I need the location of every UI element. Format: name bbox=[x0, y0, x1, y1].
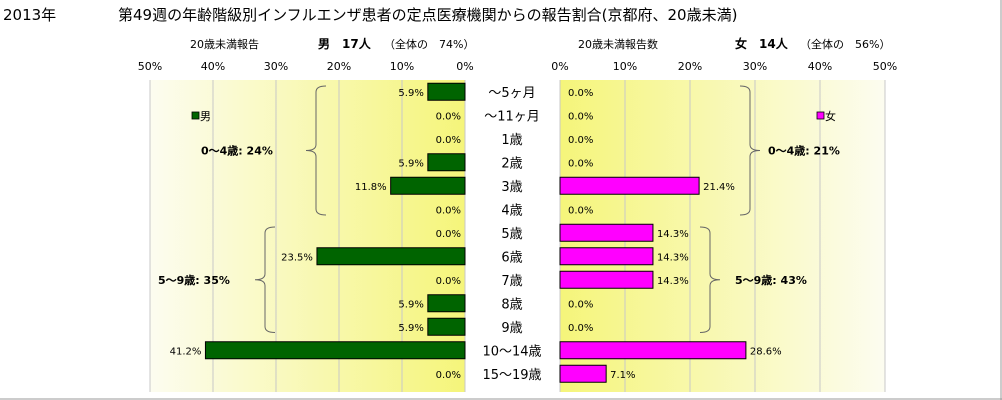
male-tick-label: 30% bbox=[264, 60, 288, 73]
male-tick-label: 20% bbox=[327, 60, 351, 73]
female-group-brace bbox=[739, 85, 761, 216]
category-label: 1歳 bbox=[501, 133, 522, 148]
category-label: 8歳 bbox=[501, 297, 522, 312]
category-label: 15〜19歳 bbox=[482, 368, 541, 383]
female-value-label: 0.0% bbox=[568, 111, 593, 122]
male-legend-label: 男 bbox=[200, 110, 211, 123]
female-bar bbox=[559, 364, 607, 383]
female-group-label: 5〜9歳: 43% bbox=[735, 273, 807, 287]
female-tick-label: 40% bbox=[808, 60, 832, 73]
female-bar bbox=[559, 341, 747, 360]
female-value-label: 21.4% bbox=[703, 182, 735, 193]
male-value-label: 5.9% bbox=[398, 323, 423, 334]
male-group-label: 5〜9歳: 35% bbox=[158, 273, 230, 287]
category-label: 4歳 bbox=[501, 203, 522, 218]
male-bar bbox=[427, 317, 466, 336]
male-tick-label: 0% bbox=[456, 60, 473, 73]
male-tick-label: 50% bbox=[138, 60, 162, 73]
male-share: （全体の 74%） bbox=[384, 38, 475, 51]
female-bar bbox=[559, 247, 654, 266]
female-value-label: 14.3% bbox=[657, 229, 689, 240]
category-label: 6歳 bbox=[501, 250, 522, 265]
male-value-label: 11.8% bbox=[355, 182, 387, 193]
chart-year: 2013年 bbox=[3, 6, 57, 24]
female-legend-label: 女 bbox=[825, 109, 836, 123]
category-label: 3歳 bbox=[501, 180, 522, 195]
female-value-label: 28.6% bbox=[750, 346, 782, 357]
female-bar bbox=[559, 223, 654, 242]
male-bar bbox=[316, 247, 466, 266]
male-caption: 20歳未満報告 bbox=[190, 38, 259, 51]
male-bar bbox=[427, 153, 466, 172]
male-value-label: 0.0% bbox=[436, 205, 461, 216]
male-value-label: 23.5% bbox=[281, 252, 313, 263]
category-label: 2歳 bbox=[501, 156, 522, 171]
category-label: 7歳 bbox=[501, 274, 522, 289]
female-caption: 20歳未満報告数 bbox=[578, 38, 658, 51]
male-tick-label: 10% bbox=[390, 60, 414, 73]
female-bar bbox=[559, 270, 654, 289]
category-label: 〜11ヶ月 bbox=[484, 109, 540, 124]
male-group-label: 0〜4歳: 24% bbox=[201, 144, 273, 158]
female-tick-label: 20% bbox=[678, 60, 702, 73]
female-tick-label: 10% bbox=[613, 60, 637, 73]
male-group-brace bbox=[305, 85, 327, 216]
female-value-label: 14.3% bbox=[657, 276, 689, 287]
category-label: 5歳 bbox=[501, 227, 522, 242]
male-value-label: 5.9% bbox=[398, 158, 423, 169]
male-plot-area bbox=[150, 80, 465, 392]
male-value-label: 0.0% bbox=[436, 370, 461, 381]
male-value-label: 0.0% bbox=[436, 276, 461, 287]
female-value-label: 0.0% bbox=[568, 299, 593, 310]
female-summary: 女 14人 bbox=[735, 37, 788, 51]
chart-title: 第49週の年齢階級別インフルエンザ患者の定点医療機関からの報告割合(京都府、20… bbox=[118, 6, 738, 24]
male-legend-swatch bbox=[191, 111, 200, 120]
category-label: 9歳 bbox=[501, 321, 522, 336]
female-value-label: 14.3% bbox=[657, 252, 689, 263]
male-bar bbox=[427, 294, 466, 313]
female-tick-label: 0% bbox=[551, 60, 568, 73]
male-group-brace bbox=[254, 226, 276, 333]
female-share: （全体の 56%） bbox=[800, 38, 891, 51]
female-group-label: 0〜4歳: 21% bbox=[768, 144, 840, 158]
female-legend-swatch bbox=[816, 111, 825, 120]
female-value-label: 0.0% bbox=[568, 323, 593, 334]
male-value-label: 0.0% bbox=[436, 111, 461, 122]
male-value-label: 41.2% bbox=[170, 346, 202, 357]
male-value-label: 0.0% bbox=[436, 135, 461, 146]
male-tick-label: 40% bbox=[201, 60, 225, 73]
male-value-label: 5.9% bbox=[398, 88, 423, 99]
category-label: 〜5ヶ月 bbox=[488, 86, 535, 101]
male-value-label: 0.0% bbox=[436, 229, 461, 240]
female-group-brace bbox=[699, 226, 721, 333]
female-value-label: 0.0% bbox=[568, 135, 593, 146]
female-value-label: 0.0% bbox=[568, 158, 593, 169]
female-value-label: 7.1% bbox=[610, 370, 635, 381]
male-bar bbox=[390, 176, 466, 195]
female-bar bbox=[559, 176, 700, 195]
female-tick-label: 50% bbox=[873, 60, 897, 73]
female-value-label: 0.0% bbox=[568, 205, 593, 216]
male-value-label: 5.9% bbox=[398, 299, 423, 310]
female-tick-label: 30% bbox=[743, 60, 767, 73]
male-bar bbox=[204, 341, 466, 360]
category-label: 10〜14歳 bbox=[482, 344, 541, 359]
male-summary: 男 17人 bbox=[318, 37, 371, 51]
male-bar bbox=[427, 82, 466, 101]
female-value-label: 0.0% bbox=[568, 88, 593, 99]
